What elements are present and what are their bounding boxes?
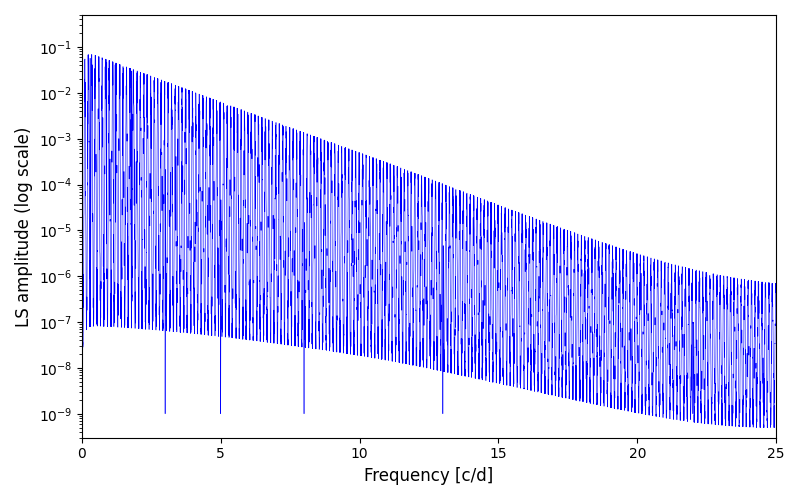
Y-axis label: LS amplitude (log scale): LS amplitude (log scale) — [15, 126, 33, 326]
X-axis label: Frequency [c/d]: Frequency [c/d] — [364, 467, 494, 485]
